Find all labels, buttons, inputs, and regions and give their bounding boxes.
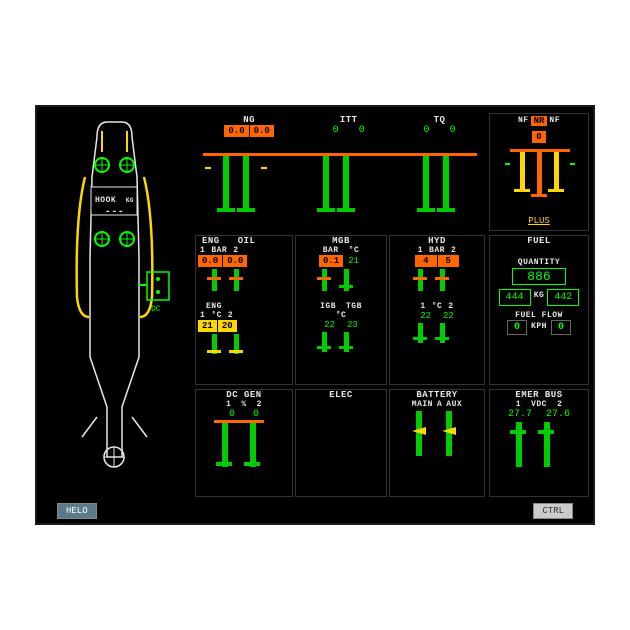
dc-label: DC [151,305,161,314]
tq-val1: 0 [424,125,430,136]
hyd-section: HYD 1 BAR 2 4 5 1 °C 2 22 22 [389,235,485,385]
nfnr-gauge [490,144,590,214]
qty-l: 444 [499,289,531,306]
flow-r: 0 [551,320,571,335]
eng-label: ENG [202,236,220,246]
dcgen-label: DC GEN [196,390,292,400]
itt-val2: 0 [359,125,365,136]
tgb: TGB [346,302,362,311]
eo-v2: 0.0 [223,255,247,267]
hyd-v1: 4 [415,255,436,267]
hyd-tgauge [410,321,470,349]
mgb-v1: 0.1 [319,255,343,267]
top-gauges: NG 0.0 0.0 ITT 0 0 TQ 0 0 [195,113,485,231]
eo-t1: 21 [198,320,217,332]
elec-label: ELEC [296,390,386,400]
mgb-section: MGB BAR °C 0.1 21 IGB TGB °C 22 23 [295,235,387,385]
dcg-v2: 0 [253,409,259,420]
ctrl-button[interactable]: CTRL [533,503,573,519]
nf-r: NF [549,116,560,126]
qty-r: 442 [547,289,579,306]
battery-section: BATTERY MAIN A AUX [389,389,485,497]
hyd-v2: 5 [438,255,459,267]
eo-t2: 20 [218,320,237,332]
helo-svg [47,117,192,477]
hyd-t1: 22 [420,311,431,321]
dcg-v1: 0 [229,409,235,420]
engt: ENG [206,302,222,311]
hook-value: --- [95,207,134,218]
helicopter-mfd-display: HOOK KG --- DC NG 0.0 0.0 ITT 0 0 [35,105,595,525]
igbtgb-gauge [314,330,374,358]
emer-v2: 27.6 [546,409,570,420]
igb: IGB [320,302,336,311]
hook-label: HOOK [95,196,116,205]
hyd-label: HYD [390,236,484,246]
emerbus-section: EMER BUS 1 VDC 2 27.7 27.6 [489,389,589,497]
qty-total: 886 [512,268,565,285]
emer-v1: 27.7 [508,409,532,420]
flow-l: 0 [507,320,527,335]
tq-label: TQ [424,115,456,125]
tgb-v: 23 [347,320,358,330]
nf-l: NF [518,116,529,126]
n1: 1 [200,246,205,255]
igb-v: 22 [324,320,335,330]
battery-label: BATTERY [390,390,484,400]
hook-readout: HOOK KG --- [95,189,134,218]
qty-label: QUANTITY [490,258,588,267]
elec-section: ELEC [295,389,387,497]
top-gauge-bars [195,153,485,231]
flow-label: FUEL FLOW [490,311,588,320]
dcgen-section: DC GEN 1 % 2 0 0 [195,389,293,497]
nfnr-section: NF NR NF 0 PLUS [489,113,589,231]
helo-button[interactable]: HELO [57,503,97,519]
nr-c: NR [531,116,548,126]
ng-label: NG [224,115,273,125]
mgb-v2: 21 [344,255,363,267]
tq-val2: 0 [450,125,456,136]
tq-section: TQ 0 0 [424,115,456,137]
eo-gauge [204,267,264,297]
itt-section: ITT 0 0 [333,115,365,137]
itt-label: ITT [333,115,365,125]
fuel-label: FUEL [490,236,588,246]
dcgen-gauge [212,420,282,475]
itt-val1: 0 [333,125,339,136]
emer-gauge [506,420,576,475]
nfnr-val: 0 [532,131,545,143]
battery-gauge [404,409,474,469]
ng-section: NG 0.0 0.0 [224,115,273,137]
helicopter-diagram: HOOK KG --- DC [47,117,192,477]
engoil-section: ENG OIL 1 BAR 2 0.0 0.0 ENG 1 °C 2 21 20 [195,235,293,385]
mgb-gauge [314,267,374,297]
hyd-gauge [410,267,470,297]
eo-v1: 0.0 [198,255,222,267]
hook-unit: KG [126,197,134,204]
bar: BAR [211,246,227,255]
mgb-label: MGB [296,236,386,246]
n2: 2 [233,246,238,255]
oil-label: OIL [238,236,256,246]
hyd-t2: 22 [443,311,454,321]
fuel-section: FUEL QUANTITY 886 444 KG 442 FUEL FLOW 0… [489,235,589,385]
ng-val2: 0.0 [250,125,274,137]
eo-tgauge [204,332,264,360]
emer-label: EMER BUS [490,390,588,400]
plus-label: PLUS [490,210,588,228]
ng-val1: 0.0 [224,125,248,137]
